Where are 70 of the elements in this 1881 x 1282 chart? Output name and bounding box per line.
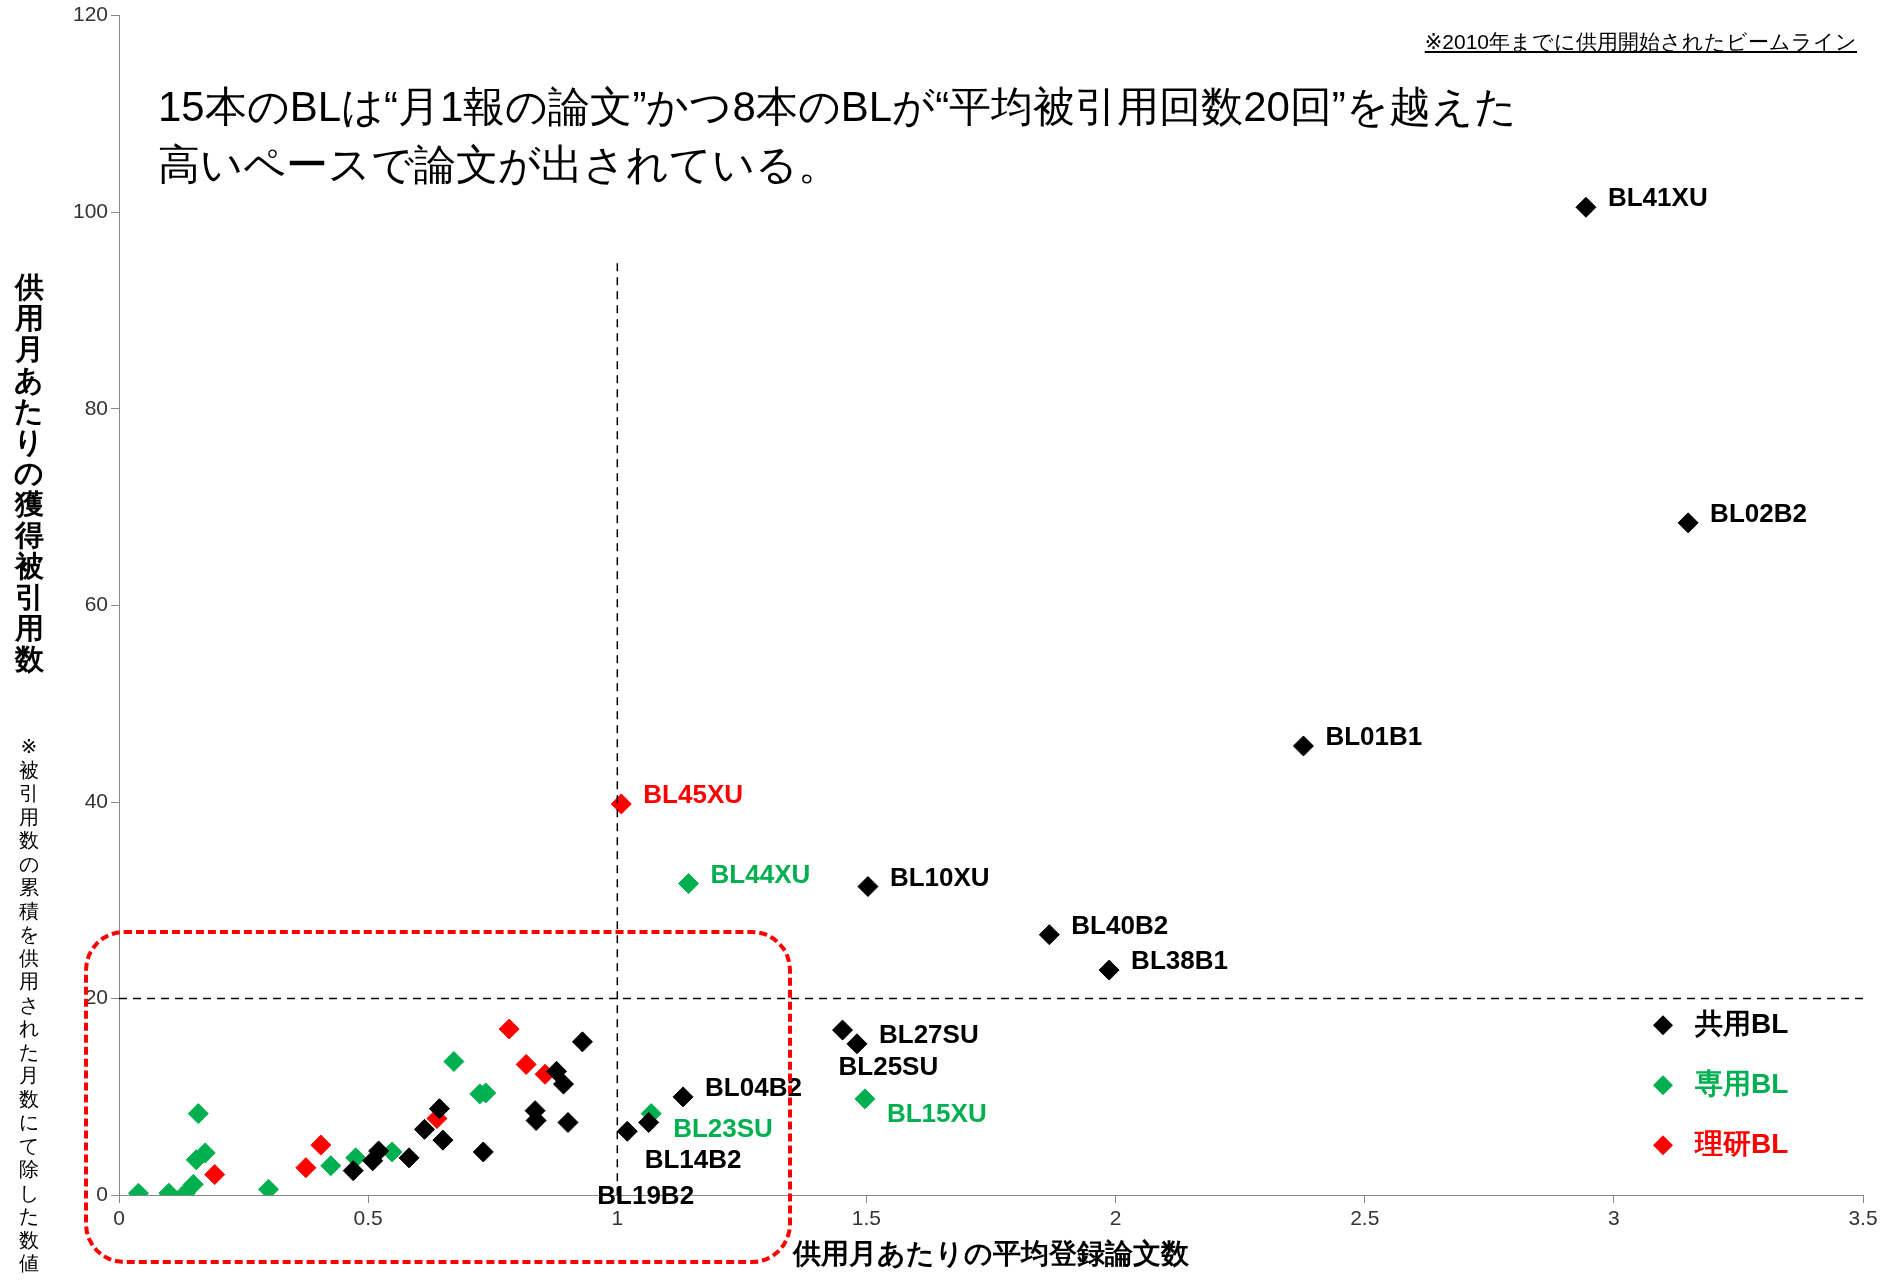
point xyxy=(432,1129,454,1151)
x-tick-label: 1.5 xyxy=(851,1205,882,1229)
point xyxy=(342,1160,364,1182)
point xyxy=(515,1053,537,1075)
x-tick-label: 3.5 xyxy=(1848,1205,1878,1229)
point xyxy=(846,1033,868,1055)
annotation: BL25SU xyxy=(838,1051,939,1082)
annotation: BL23SU xyxy=(673,1112,773,1143)
point xyxy=(571,1031,593,1053)
x-tick-label: 3 xyxy=(1608,1205,1620,1229)
point xyxy=(678,873,700,895)
point xyxy=(204,1164,226,1186)
point xyxy=(182,1173,204,1195)
point xyxy=(472,1141,494,1163)
annotation: BL10XU xyxy=(889,861,990,892)
point xyxy=(194,1142,216,1164)
point xyxy=(368,1140,390,1162)
point xyxy=(832,1019,854,1041)
x-tick-label: 0.5 xyxy=(353,1205,383,1229)
point xyxy=(610,793,632,815)
annotation: ※2010年までに供用開始されたビームライン xyxy=(1424,29,1857,55)
point xyxy=(672,1086,694,1108)
y-tick-label: 60 xyxy=(84,592,109,616)
x-tick-label: 2.5 xyxy=(1350,1205,1380,1229)
x-axis-title: 供用月あたりの平均登録論文数 xyxy=(792,1237,1191,1269)
y-tick-label: 120 xyxy=(72,2,109,26)
annotation: BL04B2 xyxy=(705,1072,802,1103)
y-tick-label: 40 xyxy=(84,788,109,812)
point xyxy=(320,1155,342,1177)
point xyxy=(295,1157,317,1179)
y-tick-label: 100 xyxy=(72,199,109,222)
point xyxy=(398,1147,420,1169)
point xyxy=(553,1073,574,1095)
annotation: BL15XU xyxy=(886,1098,987,1129)
point xyxy=(616,1120,638,1142)
annotation: BL38B1 xyxy=(1131,945,1228,976)
point xyxy=(854,1088,876,1110)
point xyxy=(413,1118,435,1140)
point xyxy=(546,1060,568,1082)
annotation: BL44XU xyxy=(710,858,811,889)
text: ※被引用数の累積を供用された月数にて除した数値 xyxy=(19,735,39,1274)
point xyxy=(557,1111,579,1133)
point xyxy=(310,1134,332,1156)
point xyxy=(1038,924,1060,946)
annotation: BL41XU xyxy=(1607,182,1708,213)
x-tick-label: 2 xyxy=(1109,1205,1122,1229)
point xyxy=(1575,196,1597,218)
point xyxy=(498,1018,520,1040)
point xyxy=(187,1103,209,1125)
annotation: BL01B1 xyxy=(1325,721,1423,752)
y-tick-label: 80 xyxy=(84,395,109,419)
legend-label: 理研BL xyxy=(1694,1127,1789,1159)
text: 15本のBLは“月1報の論文”かつ8本のBLが“平均被引用回数20回”を越えた高いペースで論文が出されている。 xyxy=(158,82,1518,190)
text: 供用月あたりの獲得被引用数 xyxy=(14,271,44,675)
legend-label: 共用BL xyxy=(1694,1007,1789,1039)
point xyxy=(428,1098,450,1120)
annotation: BL02B2 xyxy=(1710,498,1807,528)
point xyxy=(857,876,879,898)
point xyxy=(1292,735,1314,757)
point xyxy=(443,1051,465,1073)
annotation: BL45XU xyxy=(643,779,743,810)
point xyxy=(1098,959,1120,981)
legend-label: 専用BL xyxy=(1694,1067,1789,1099)
point xyxy=(638,1111,660,1133)
x-tick-label: 0 xyxy=(113,1205,125,1229)
annotation: BL14B2 xyxy=(644,1143,742,1174)
y-tick-label: 0 xyxy=(96,1182,109,1205)
point xyxy=(1677,512,1699,534)
annotation: BL40B2 xyxy=(1071,909,1169,940)
annotation: BL27SU xyxy=(878,1018,979,1049)
